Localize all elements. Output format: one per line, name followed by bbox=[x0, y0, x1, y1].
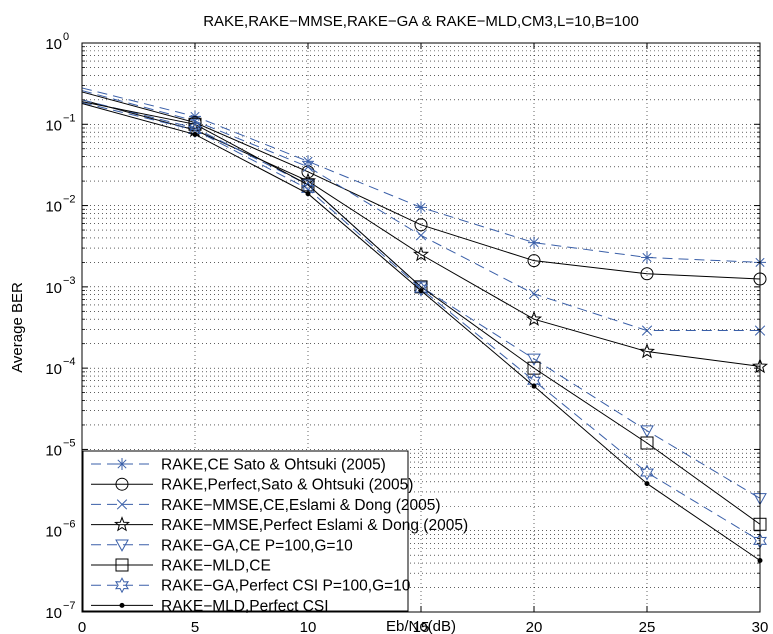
chart-title: RAKE,RAKE−MMSE,RAKE−GA & RAKE−MLD,CM3,L=… bbox=[203, 13, 639, 30]
y-tick-label: 10 bbox=[45, 36, 62, 53]
y-tick-exponent: −5 bbox=[63, 437, 76, 449]
data-point bbox=[192, 131, 198, 137]
data-point bbox=[115, 539, 129, 552]
y-tick-exponent: 0 bbox=[63, 31, 69, 43]
x-tick-label: 25 bbox=[639, 619, 656, 634]
y-tick-exponent: −7 bbox=[63, 600, 76, 612]
x-tick-label: 15 bbox=[413, 619, 430, 634]
data-point bbox=[115, 477, 129, 491]
data-point bbox=[113, 516, 131, 532]
data-point bbox=[188, 121, 202, 139]
data-point bbox=[525, 310, 543, 327]
data-point bbox=[119, 602, 125, 608]
x-tick-label: 10 bbox=[300, 619, 317, 634]
series-line bbox=[81, 101, 761, 525]
data-point bbox=[638, 343, 656, 359]
series-line bbox=[81, 102, 761, 542]
legend-item: RAKE−GA,Perfect CSI P=100,G=10 bbox=[91, 577, 411, 595]
data-point bbox=[115, 558, 129, 572]
legend-item: RAKE,Perfect,Sato & Ohtsuki (2005) bbox=[91, 477, 413, 494]
x-tick-label: 20 bbox=[526, 619, 543, 634]
legend-item: RAKE−MLD,CE bbox=[91, 558, 271, 575]
y-tick-label: 10 bbox=[45, 117, 62, 134]
y-tick-exponent: −1 bbox=[63, 112, 76, 124]
data-point bbox=[640, 425, 654, 438]
data-point bbox=[528, 288, 540, 300]
y-tick-exponent: −4 bbox=[63, 356, 76, 368]
legend: RAKE,CE Sato & Ohtsuki (2005) RAKE,Perfec… bbox=[82, 450, 468, 615]
data-point bbox=[415, 230, 427, 241]
data-point bbox=[527, 353, 541, 366]
legend-label: RAKE,CE Sato & Ohtsuki (2005) bbox=[161, 457, 386, 474]
legend-label: RAKE−MMSE,CE,Eslami & Dong (2005) bbox=[161, 497, 441, 514]
legend-item: RAKE,CE Sato & Ohtsuki (2005) bbox=[91, 457, 386, 474]
y-tick-label: 10 bbox=[45, 524, 62, 541]
y-tick-label: 10 bbox=[45, 280, 62, 297]
legend-label: RAKE−MLD,Perfect CSI bbox=[161, 598, 329, 615]
data-point bbox=[640, 267, 654, 281]
x-tick-label: 30 bbox=[752, 619, 769, 634]
legend-label: RAKE−MLD,CE bbox=[161, 558, 271, 575]
data-point bbox=[418, 288, 424, 294]
data-point bbox=[116, 458, 128, 470]
x-tick-label: 0 bbox=[78, 619, 86, 634]
legend-label: RAKE−GA,CE P=100,G=10 bbox=[161, 537, 353, 554]
data-point bbox=[527, 254, 541, 268]
y-tick-exponent: −2 bbox=[63, 194, 76, 206]
data-point bbox=[115, 577, 129, 594]
y-tick-label: 10 bbox=[45, 605, 62, 622]
y-axis-label: Average BER bbox=[9, 282, 26, 373]
x-axis-label: Eb/No(dB) bbox=[386, 618, 456, 634]
data-point bbox=[414, 218, 428, 232]
data-point bbox=[641, 251, 653, 264]
data-point bbox=[415, 201, 427, 214]
series-layer bbox=[81, 87, 769, 564]
legend-label: RAKE−GA,Perfect CSI P=100,G=10 bbox=[161, 578, 411, 595]
data-point bbox=[301, 178, 315, 192]
legend-item: RAKE−GA,CE P=100,G=10 bbox=[91, 537, 353, 554]
data-point bbox=[640, 464, 654, 481]
legend-label: RAKE−MMSE,Perfect Eslami & Dong (2005) bbox=[161, 517, 468, 534]
data-point bbox=[116, 499, 128, 510]
series-3 bbox=[81, 90, 766, 336]
data-point bbox=[528, 236, 540, 249]
data-point bbox=[412, 246, 430, 262]
y-tick-exponent: −3 bbox=[63, 275, 76, 287]
data-point bbox=[531, 383, 537, 389]
data-point bbox=[644, 481, 650, 487]
y-tick-exponent: −6 bbox=[63, 519, 76, 531]
legend-item: RAKE−MMSE,Perfect Eslami & Dong (2005) bbox=[91, 516, 468, 534]
data-point bbox=[301, 165, 315, 179]
legend-item: RAKE−MLD,Perfect CSI bbox=[91, 598, 329, 615]
legend-label: RAKE,Perfect,Sato & Ohtsuki (2005) bbox=[161, 477, 413, 494]
data-point bbox=[640, 436, 654, 450]
data-point bbox=[302, 161, 314, 172]
legend-item: RAKE−MMSE,CE,Eslami & Dong (2005) bbox=[91, 497, 441, 514]
series-line bbox=[81, 99, 761, 499]
y-tick-label: 10 bbox=[45, 442, 62, 459]
y-tick-label: 10 bbox=[45, 361, 62, 378]
data-point bbox=[305, 191, 311, 197]
x-tick-label: 5 bbox=[191, 619, 199, 634]
y-tick-label: 10 bbox=[45, 199, 62, 216]
data-point bbox=[641, 325, 653, 336]
legend-box bbox=[82, 450, 409, 612]
